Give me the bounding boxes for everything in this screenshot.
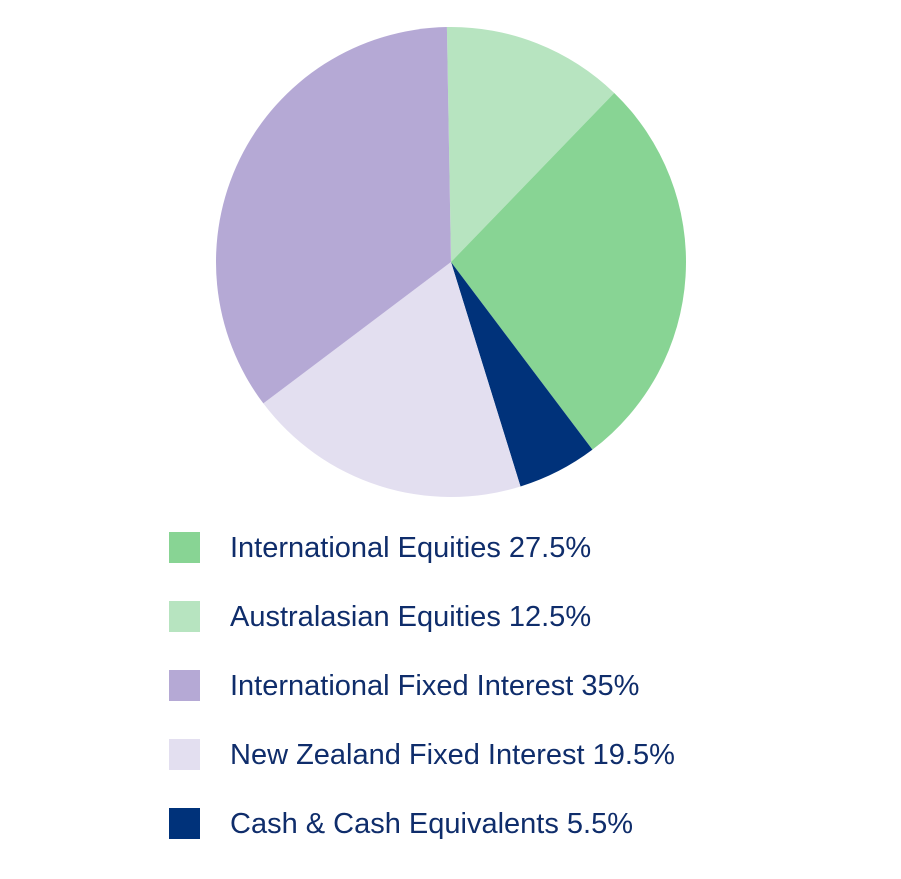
legend-swatch-international-equities (169, 532, 200, 563)
legend-labels: International Equities 27.5% Australasia… (230, 532, 675, 840)
pie-slice-new-zealand-fixed-interest (263, 262, 521, 498)
legend-label-new-zealand-fixed-interest: New Zealand Fixed Interest 19.5% (230, 739, 675, 771)
legend-label-cash-equivalents: Cash & Cash Equivalents 5.5% (230, 808, 633, 840)
legend-swatches (169, 532, 200, 839)
legend-swatch-australasian-equities (169, 601, 200, 632)
pie-slice-cash-and-cash-equivalents (451, 262, 593, 487)
legend: International Equities 27.5% Australasia… (169, 532, 675, 840)
legend-swatch-new-zealand-fixed-interest (169, 739, 200, 770)
pie-slices (215, 27, 686, 498)
legend-label-international-equities: International Equities 27.5% (230, 532, 591, 564)
legend-swatch-cash-and-cash-equivalents (169, 808, 200, 839)
pie-slice-australasian-equities (446, 27, 615, 263)
pie-slice-international-equities (451, 92, 686, 450)
legend-label-international-fixed-interest: International Fixed Interest 35% (230, 670, 639, 702)
legend-label-australasian-equities: Australasian Equities 12.5% (230, 601, 591, 633)
legend-swatch-international-fixed-interest (169, 670, 200, 701)
pie-slice-international-fixed-interest (215, 27, 451, 404)
